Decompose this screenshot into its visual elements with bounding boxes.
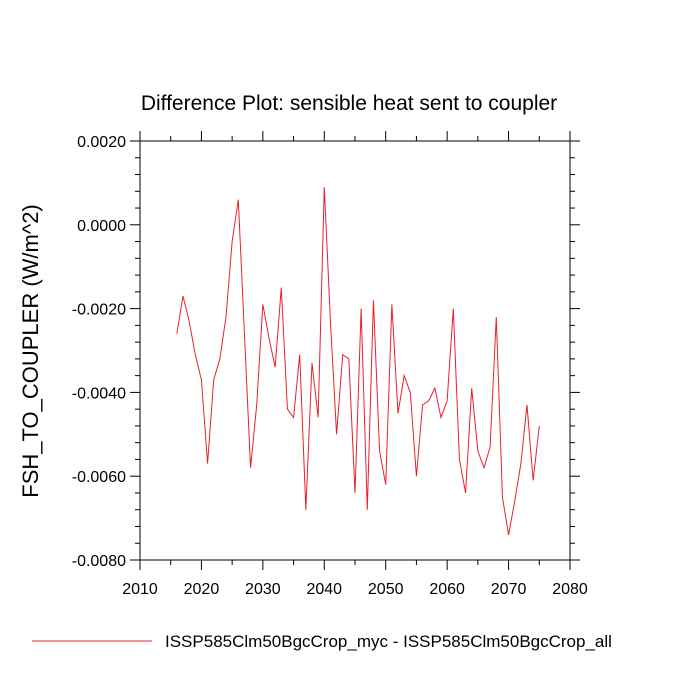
legend: ISSP585Clm50BgcCrop_myc - ISSP585Clm50Bg… xyxy=(32,632,612,651)
x-tick-label: 2020 xyxy=(184,581,220,598)
y-tick-label: -0.0060 xyxy=(72,469,126,486)
chart-title: Difference Plot: sensible heat sent to c… xyxy=(141,92,557,115)
y-tick-label: 0.0020 xyxy=(77,134,126,151)
y-tick-label: -0.0040 xyxy=(72,385,126,402)
legend-label: ISSP585Clm50BgcCrop_myc - ISSP585Clm50Bg… xyxy=(165,632,612,651)
series-layer xyxy=(176,187,540,535)
x-tick-label: 2050 xyxy=(368,581,404,598)
y-axis: -0.0080 -0.0060 -0.0040 -0.0020 0.0000 0.0020 xyxy=(72,134,580,570)
x-tick-label: 2010 xyxy=(122,581,158,598)
x-tick-label: 2040 xyxy=(306,581,342,598)
x-tick-label: 2060 xyxy=(429,581,465,598)
x-tick-label: 2070 xyxy=(491,581,527,598)
x-tick-label: 2080 xyxy=(552,581,588,598)
series-line xyxy=(176,187,540,535)
x-tick-label: 2030 xyxy=(245,581,281,598)
plot-frame xyxy=(139,140,571,561)
y-tick-label: -0.0020 xyxy=(72,302,126,319)
y-tick-label: 0.0000 xyxy=(77,218,126,235)
x-axis: 2010 2020 2030 2040 2050 2060 2070 2080 xyxy=(122,131,588,598)
y-tick-label: -0.0080 xyxy=(72,553,126,570)
y-axis-label: FSH_TO_COUPLER (W/m^2) xyxy=(18,204,43,498)
